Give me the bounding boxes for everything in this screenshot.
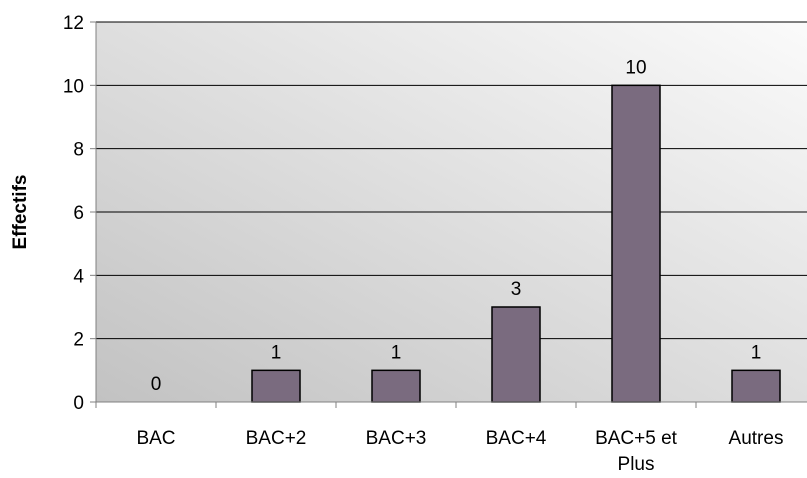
data-label: 0 [151, 374, 162, 395]
y-tick-label: 0 [73, 393, 84, 414]
x-tick-label: BAC+4 [486, 428, 547, 449]
x-tick-label: BAC+3 [366, 428, 427, 449]
bar [611, 84, 661, 403]
data-label: 3 [511, 279, 522, 300]
x-tick-label: BAC [136, 428, 175, 449]
bar [251, 369, 301, 403]
y-tick-label: 12 [63, 13, 84, 34]
x-tick-label: Autres [729, 428, 784, 449]
y-tick-label: 10 [63, 76, 84, 97]
gridlines [96, 21, 807, 340]
x-tick-labels: BAC BAC+2 BAC+3 BAC+4 BAC+5 et Plus Autres [136, 428, 783, 475]
bars [251, 84, 781, 403]
data-label: 1 [271, 342, 282, 363]
data-labels: 0 1 1 3 10 1 [151, 57, 762, 395]
y-tick-label: 4 [73, 266, 84, 287]
data-label: 10 [625, 57, 646, 78]
x-tick-label: BAC+2 [246, 428, 307, 449]
data-label: 1 [751, 342, 762, 363]
y-tick-labels: 0 2 4 6 8 10 12 [63, 13, 85, 414]
data-label: 1 [391, 342, 402, 363]
bar [371, 369, 421, 403]
y-tick-label: 8 [73, 140, 84, 161]
y-tick-label: 6 [73, 203, 84, 224]
axes [90, 21, 807, 408]
bar [731, 369, 781, 403]
x-tick-label: BAC+5 et Plus [595, 428, 678, 475]
bar [491, 306, 541, 403]
y-axis-title: Effectifs [10, 175, 31, 250]
y-tick-label: 2 [73, 330, 84, 351]
